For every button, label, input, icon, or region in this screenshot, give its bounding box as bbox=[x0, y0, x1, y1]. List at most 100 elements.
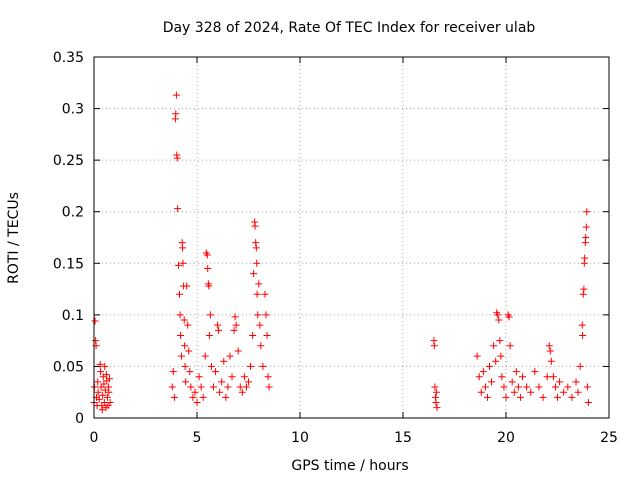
data-point bbox=[582, 223, 590, 231]
data-point bbox=[240, 373, 248, 381]
data-point bbox=[105, 375, 113, 383]
data-point bbox=[264, 373, 272, 381]
data-point bbox=[207, 362, 215, 370]
data-point bbox=[91, 317, 99, 325]
data-point bbox=[180, 316, 188, 324]
data-point bbox=[197, 383, 205, 391]
data-point bbox=[473, 352, 481, 360]
data-point bbox=[222, 393, 230, 401]
data-point bbox=[242, 383, 250, 391]
y-tick-label: 0.3 bbox=[62, 102, 84, 118]
data-point bbox=[99, 391, 107, 399]
data-point bbox=[253, 290, 261, 298]
data-point bbox=[203, 251, 211, 259]
data-point bbox=[173, 154, 181, 162]
data-point bbox=[496, 337, 504, 345]
data-point bbox=[430, 342, 438, 350]
data-point bbox=[236, 383, 244, 391]
y-tick-label: 0 bbox=[75, 411, 84, 427]
grid-lines bbox=[94, 57, 609, 418]
data-point bbox=[98, 406, 106, 414]
data-point bbox=[488, 378, 496, 386]
data-point bbox=[247, 362, 255, 370]
data-point bbox=[218, 378, 226, 386]
data-point bbox=[481, 383, 489, 391]
data-point bbox=[580, 285, 588, 293]
data-point bbox=[96, 360, 104, 368]
data-point bbox=[498, 373, 506, 381]
data-point bbox=[505, 313, 513, 321]
data-point bbox=[97, 368, 105, 376]
data-point bbox=[232, 321, 240, 329]
data-point bbox=[106, 399, 114, 407]
data-point bbox=[262, 311, 270, 319]
data-point bbox=[252, 244, 260, 252]
data-point bbox=[169, 368, 177, 376]
data-point bbox=[172, 91, 180, 99]
data-point bbox=[500, 383, 508, 391]
data-point bbox=[175, 290, 183, 298]
data-point bbox=[256, 321, 264, 329]
data-point bbox=[174, 205, 182, 213]
data-point bbox=[574, 388, 582, 396]
data-point bbox=[527, 388, 535, 396]
data-point bbox=[545, 342, 553, 350]
data-point bbox=[560, 388, 568, 396]
x-axis-label: GPS time / hours bbox=[291, 458, 408, 474]
axis-ticks bbox=[93, 56, 610, 419]
data-point bbox=[103, 393, 111, 401]
data-point bbox=[177, 331, 185, 339]
data-point bbox=[477, 388, 485, 396]
data-point bbox=[261, 290, 269, 298]
data-point bbox=[220, 357, 228, 365]
x-tick-label: 10 bbox=[291, 430, 309, 446]
data-point bbox=[554, 393, 561, 401]
data-point bbox=[178, 352, 186, 360]
data-point bbox=[102, 371, 110, 379]
data-point bbox=[510, 388, 518, 396]
data-point bbox=[518, 373, 526, 381]
data-point bbox=[568, 393, 576, 401]
data-point bbox=[201, 352, 209, 360]
data-point bbox=[546, 347, 554, 355]
data-point bbox=[170, 393, 178, 401]
data-point bbox=[174, 261, 182, 269]
y-tick-labels: 0 0.05 0.1 0.15 0.2 0.25 0.3 0.35 bbox=[53, 50, 84, 427]
data-point bbox=[189, 393, 197, 401]
data-point bbox=[583, 208, 591, 216]
data-point bbox=[250, 270, 258, 278]
data-point bbox=[551, 383, 559, 391]
data-point bbox=[100, 380, 108, 388]
data-point bbox=[535, 383, 543, 391]
data-point bbox=[494, 311, 502, 319]
data-point bbox=[172, 110, 180, 118]
data-point bbox=[94, 378, 102, 386]
data-point bbox=[205, 331, 213, 339]
data-point bbox=[508, 378, 516, 386]
data-point bbox=[497, 352, 505, 360]
data-point bbox=[231, 313, 239, 321]
data-point bbox=[495, 316, 503, 324]
x-tick-label: 5 bbox=[193, 430, 202, 446]
data-point bbox=[245, 378, 252, 386]
data-point bbox=[182, 378, 190, 386]
plot-frame bbox=[93, 56, 610, 419]
data-point bbox=[512, 368, 520, 376]
data-point bbox=[226, 352, 234, 360]
data-point bbox=[516, 393, 524, 401]
data-point bbox=[206, 311, 214, 319]
y-tick-label: 0.25 bbox=[53, 153, 84, 169]
data-point bbox=[582, 234, 590, 241]
x-tick-label: 0 bbox=[90, 430, 99, 446]
data-points bbox=[90, 91, 592, 414]
data-point bbox=[578, 321, 586, 329]
data-point bbox=[502, 393, 510, 401]
y-tick-label: 0.2 bbox=[62, 205, 84, 221]
data-point bbox=[475, 373, 483, 381]
data-point bbox=[433, 404, 441, 412]
data-point bbox=[204, 264, 212, 272]
data-point bbox=[101, 362, 109, 370]
data-point bbox=[253, 259, 261, 267]
data-point bbox=[581, 254, 589, 262]
y-tick-label: 0.05 bbox=[53, 359, 84, 375]
